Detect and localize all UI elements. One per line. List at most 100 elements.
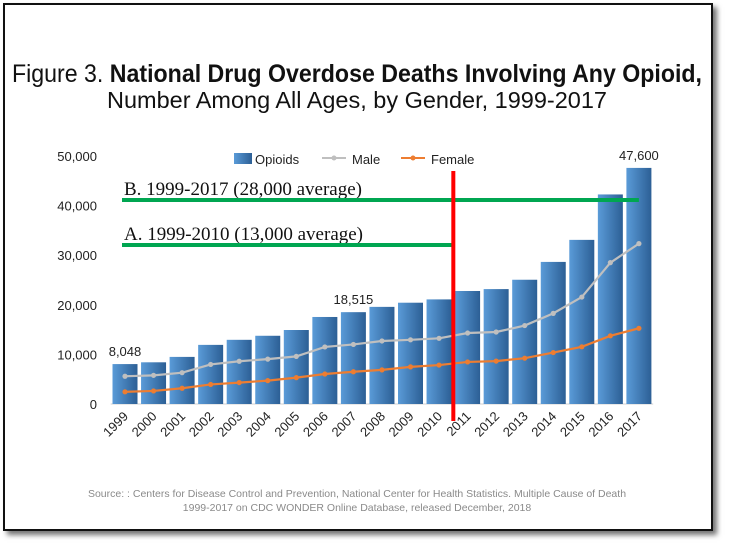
- x-axis: 1999200020012002200320042005200620072008…: [100, 409, 645, 440]
- point-male-2007: [350, 341, 356, 348]
- point-male-2014: [550, 310, 556, 316]
- point-female-2003: [236, 379, 242, 386]
- bar-opioids-2009: [398, 302, 423, 404]
- lines: [122, 241, 642, 395]
- point-female-2009: [407, 364, 414, 370]
- x-tick-label: 2013: [500, 409, 531, 440]
- x-tick-label: 2005: [271, 409, 302, 440]
- bar-opioids-2006: [312, 316, 338, 404]
- bar-opioids-2002: [198, 344, 224, 404]
- point-female-2004: [265, 378, 271, 384]
- title-prefix: Figure 3.: [12, 60, 110, 88]
- point-male-2009: [407, 337, 414, 343]
- y-tick-label: 50,000: [57, 149, 97, 164]
- x-tick-label: 2007: [328, 409, 359, 440]
- point-female-2010: [436, 362, 442, 368]
- point-male-2005: [293, 353, 299, 359]
- bar-opioids-2001: [169, 356, 195, 404]
- x-tick-label: 2001: [157, 409, 188, 440]
- chart-title: Figure 3. National Drug Overdose Deaths …: [12, 60, 702, 88]
- legend-male-marker: [331, 155, 337, 161]
- title-main: National Drug Overdose Deaths Involving …: [110, 60, 702, 88]
- source-line-1: Source: : Centers for Disease Control an…: [88, 488, 626, 500]
- source-line-2: 1999-2017 on CDC WONDER Online Database,…: [183, 502, 532, 514]
- x-tick-label: 2000: [129, 409, 160, 440]
- legend: Opioids Male Female: [234, 152, 474, 167]
- bars: [112, 167, 652, 404]
- point-male-2006: [322, 344, 328, 350]
- bar-opioids-2010: [426, 299, 452, 404]
- bar-opioids-2014: [540, 261, 566, 404]
- point-female-2015: [579, 344, 585, 350]
- x-tick-label: 2004: [243, 409, 274, 440]
- point-male-2010: [436, 335, 442, 341]
- x-tick-label: 2003: [214, 409, 245, 440]
- point-female-2000: [150, 388, 157, 394]
- bar-opioids-2012: [483, 289, 509, 404]
- bar-opioids-2007: [340, 312, 366, 404]
- legend-female-marker: [410, 155, 416, 161]
- point-male-2017: [636, 241, 642, 247]
- point-female-2006: [322, 371, 328, 377]
- y-tick-label: 20,000: [57, 298, 97, 313]
- y-tick-label: 10,000: [57, 347, 97, 362]
- x-tick-label: 2008: [357, 409, 388, 440]
- legend-male-label: Male: [352, 152, 380, 167]
- x-tick-label: 2010: [414, 409, 445, 440]
- point-male-2011: [465, 330, 471, 336]
- data-labels: 8,048 18,515 47,600: [109, 148, 659, 359]
- bar-opioids-2017: [626, 167, 652, 404]
- legend-opioids-label: Opioids: [255, 152, 300, 167]
- y-tick-label: 40,000: [57, 199, 97, 214]
- point-male-2015: [579, 294, 585, 300]
- point-female-2017: [636, 325, 642, 331]
- bar-opioids-2008: [369, 306, 395, 404]
- annotation-b-text: B. 1999-2017 (28,000 average): [124, 179, 362, 200]
- point-female-2013: [522, 355, 528, 361]
- bar-opioids-2015: [569, 239, 595, 404]
- point-male-2016: [607, 260, 613, 266]
- point-male-2000: [150, 372, 157, 378]
- x-tick-label: 2012: [471, 409, 502, 440]
- point-female-2002: [208, 381, 214, 388]
- point-female-2007: [350, 369, 356, 375]
- data-label-2017: 47,600: [619, 148, 659, 163]
- point-male-2002: [208, 361, 214, 368]
- point-female-2016: [607, 333, 613, 339]
- point-female-2014: [550, 349, 556, 356]
- point-male-2008: [379, 338, 385, 344]
- bar-opioids-1999: [112, 364, 138, 404]
- annotations: B. 1999-2017 (28,000 average) A. 1999-20…: [122, 171, 639, 421]
- x-tick-label: 2011: [443, 409, 473, 439]
- bar-opioids-2013: [512, 279, 538, 404]
- bar-opioids-2004: [255, 335, 281, 404]
- chart-subtitle: Number Among All Ages, by Gender, 1999-2…: [107, 87, 607, 113]
- y-tick-label: 0: [90, 397, 97, 412]
- bar-opioids-2011: [455, 290, 481, 404]
- x-tick-label: 2015: [557, 409, 588, 440]
- x-tick-label: 1999: [100, 409, 131, 440]
- x-tick-label: 2006: [300, 409, 331, 440]
- slide-frame: [3, 3, 713, 531]
- x-tick-label: 2009: [386, 409, 417, 440]
- point-male-2004: [265, 356, 271, 362]
- annotation-a-text: A. 1999-2010 (13,000 average): [124, 224, 363, 245]
- point-female-1999: [122, 389, 128, 395]
- point-female-2012: [493, 358, 499, 364]
- point-male-1999: [122, 373, 128, 379]
- x-tick-label: 2014: [528, 409, 559, 440]
- point-male-2012: [493, 329, 499, 335]
- bar-opioids-2003: [226, 339, 252, 404]
- point-male-2003: [236, 358, 242, 364]
- point-male-2001: [179, 370, 185, 376]
- legend-female-label: Female: [431, 152, 474, 167]
- point-male-2013: [522, 322, 528, 329]
- y-tick-label: 30,000: [57, 248, 97, 263]
- x-tick-label: 2002: [186, 409, 217, 440]
- point-female-2011: [465, 359, 471, 365]
- data-label-2007: 18,515: [334, 292, 374, 307]
- x-tick-label: 2016: [585, 409, 616, 440]
- bar-opioids-2000: [141, 362, 167, 404]
- point-female-2005: [293, 375, 299, 381]
